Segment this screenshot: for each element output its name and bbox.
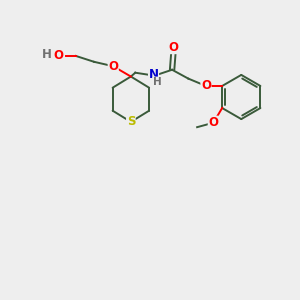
Text: N: N: [148, 68, 158, 81]
Text: O: O: [108, 60, 118, 73]
Text: O: O: [201, 80, 211, 92]
Text: O: O: [169, 40, 178, 54]
Text: H: H: [153, 77, 162, 87]
Text: H: H: [42, 48, 52, 61]
Text: O: O: [208, 116, 218, 129]
Text: S: S: [127, 116, 135, 128]
Text: O: O: [53, 50, 63, 62]
